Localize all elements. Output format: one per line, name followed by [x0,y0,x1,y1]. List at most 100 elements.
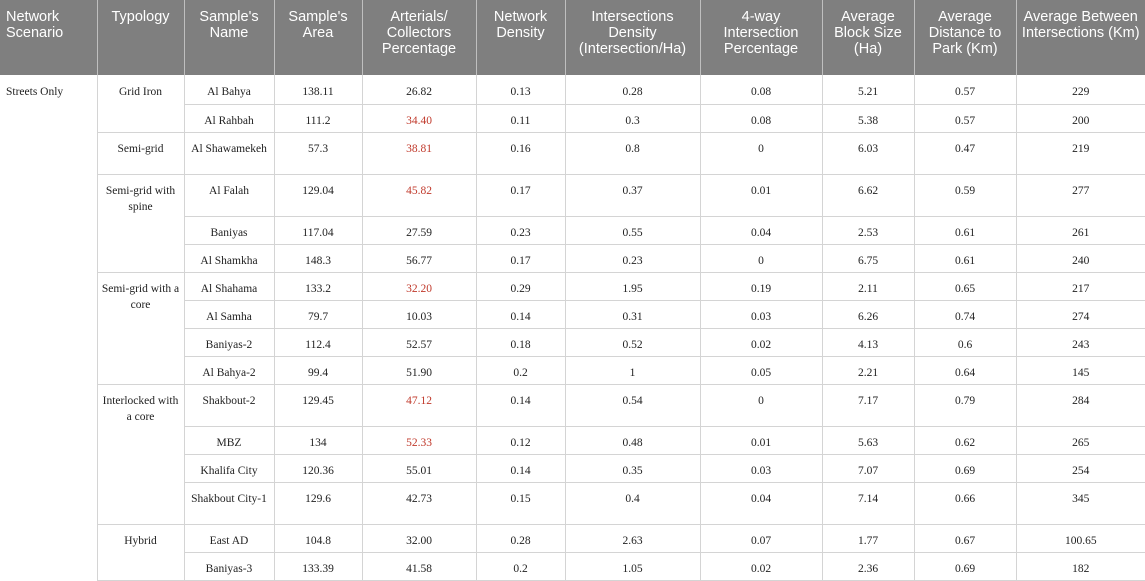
cell-network-density: 0.11 [475,104,565,133]
cell-sample-area: 129.45 [273,384,362,427]
cell-arterials-percentage: 32.00 [361,524,476,553]
cell-network-scenario: Streets Only [6,86,64,98]
cell-network-density: 0.14 [475,384,565,427]
cell-typology: Interlocked with a core [96,384,184,525]
cell-sample-area: 112.4 [273,328,362,357]
cell-four-way-percentage: 0.02 [699,328,822,357]
cell-average-between-intersections: 274 [1015,300,1145,329]
table-row: Baniyas-2 112.4 52.57 0.18 0.52 0.02 4.13 0.6 24… [0,328,1145,357]
cell-four-way-percentage: 0.01 [699,426,822,455]
table-row: Semi-grid with spine Al Falah 129.04 45.82 0… [0,174,1145,273]
cell-arterials-percentage: 52.33 [361,426,476,455]
cell-average-block-size: 5.63 [821,426,914,455]
cell-network-density: 0.17 [475,244,565,273]
header-network-density: Network Density [475,0,565,75]
cell-average-distance-to-park: 0.64 [913,356,1016,385]
cell-arterials-percentage: 51.90 [361,356,476,385]
cell-average-between-intersections: 265 [1015,426,1145,455]
cell-average-distance-to-park: 0.79 [913,384,1016,427]
cell-average-between-intersections: 219 [1015,132,1145,175]
table-row: Hybrid East AD 104.8 32.00 0.28 2.63 0.07 1.77 0… [0,524,1145,581]
cell-average-distance-to-park: 0.59 [913,174,1016,217]
cell-four-way-percentage: 0.04 [699,216,822,245]
cell-average-block-size: 6.03 [821,132,914,175]
cell-typology: Grid Iron [96,75,184,133]
cell-network-density: 0.2 [475,552,565,581]
cell-network-density: 0.13 [475,75,565,105]
cell-network-density: 0.14 [475,454,565,483]
cell-intersections-density: 0.52 [564,328,700,357]
cell-average-block-size: 7.07 [821,454,914,483]
table-row: Khalifa City 120.36 55.01 0.14 0.35 0.03 7.07 0… [0,454,1145,483]
cell-sample-name: Baniyas-2 [183,328,274,357]
table-row: Interlocked with a core Shakbout-2 129.45 4… [0,384,1145,525]
cell-sample-area: 111.2 [273,104,362,133]
cell-sample-area: 104.8 [273,524,362,553]
cell-intersections-density: 2.63 [564,524,700,553]
cell-average-between-intersections: 229 [1015,75,1145,105]
cell-sample-area: 133.39 [273,552,362,581]
header-average-distance-to-park: Average Distance to Park (Km) [913,0,1016,75]
cell-arterials-percentage: 42.73 [361,482,476,525]
cell-average-between-intersections: 240 [1015,244,1145,273]
cell-sample-area: 57.3 [273,132,362,175]
cell-typology: Semi-grid with a core [96,272,184,385]
cell-four-way-percentage: 0.08 [699,75,822,105]
cell-average-between-intersections: 345 [1015,482,1145,525]
cell-four-way-percentage: 0.05 [699,356,822,385]
cell-network-density: 0.29 [475,272,565,301]
table-row: Al Samha 79.7 10.03 0.14 0.31 0.03 6.26 0.74 274 [0,300,1145,329]
header-sample-area: Sample's Area [273,0,362,75]
cell-intersections-density: 1.05 [564,552,700,581]
cell-arterials-percentage: 52.57 [361,328,476,357]
cell-average-distance-to-park: 0.61 [913,244,1016,273]
table-row: Shakbout City-1 129.6 42.73 0.15 0.4 0.04 7.14… [0,482,1145,525]
cell-average-block-size: 6.62 [821,174,914,217]
cell-intersections-density: 0.3 [564,104,700,133]
cell-intersections-density: 0.8 [564,132,700,175]
cell-sample-name: East AD [183,524,274,553]
cell-average-block-size: 2.36 [821,552,914,581]
cell-sample-area: 117.04 [273,216,362,245]
cell-sample-name: Al Rahbah [183,104,274,133]
table-row: Streets Only Grid Iron Al Bahya 138.11 26.82… [0,75,1145,133]
cell-four-way-percentage: 0 [699,244,822,273]
cell-network-density: 0.18 [475,328,565,357]
cell-intersections-density: 0.37 [564,174,700,217]
cell-network-density: 0.28 [475,524,565,553]
table-row: Semi-grid with a core Al Shahama 133.2 32.2… [0,272,1145,385]
cell-average-block-size: 7.14 [821,482,914,525]
cell-sample-area: 129.6 [273,482,362,525]
cell-network-density: 0.17 [475,174,565,217]
cell-sample-name: Baniyas-3 [183,552,274,581]
header-average-block-size: Average Block Size (Ha) [821,0,914,75]
cell-intersections-density: 1 [564,356,700,385]
cell-sample-area: 134 [273,426,362,455]
header-four-way-percentage: 4-way Intersection Percentage [699,0,822,75]
cell-arterials-percentage: 45.82 [361,174,476,217]
cell-average-distance-to-park: 0.66 [913,482,1016,525]
header-intersections-density: Intersections Density (Intersection/Ha) [564,0,700,75]
cell-four-way-percentage: 0.01 [699,174,822,217]
cell-sample-area: 148.3 [273,244,362,273]
cell-average-between-intersections: 284 [1015,384,1145,427]
cell-average-block-size: 2.11 [821,272,914,301]
cell-sample-area: 99.4 [273,356,362,385]
header-average-between-intersections: Average Between Intersections (Km) [1015,0,1145,75]
cell-four-way-percentage: 0.04 [699,482,822,525]
cell-intersections-density: 1.95 [564,272,700,301]
cell-average-between-intersections: 145 [1015,356,1145,385]
cell-four-way-percentage: 0.03 [699,454,822,483]
cell-average-block-size: 2.21 [821,356,914,385]
cell-average-block-size: 5.21 [821,75,914,105]
cell-average-block-size: 1.77 [821,524,914,553]
cell-four-way-percentage: 0 [699,132,822,175]
cell-average-distance-to-park: 0.47 [913,132,1016,175]
cell-average-distance-to-park: 0.74 [913,300,1016,329]
cell-average-distance-to-park: 0.67 [913,524,1016,553]
table-row: Al Rahbah 111.2 34.40 0.11 0.3 0.08 5.38 0.57 20… [0,104,1145,133]
table-row: MBZ 134 52.33 0.12 0.48 0.01 5.63 0.62 265 [0,426,1145,455]
table-body: Streets Only Grid Iron Al Bahya 138.11 26.82… [0,75,1145,581]
cell-arterials-percentage: 26.82 [361,75,476,105]
cell-arterials-percentage: 34.40 [361,104,476,133]
